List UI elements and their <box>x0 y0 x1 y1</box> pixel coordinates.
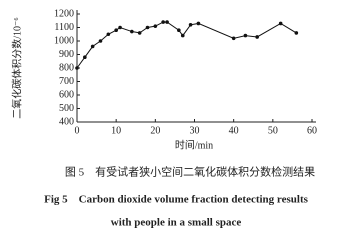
x-tick-label: 40 <box>229 125 239 136</box>
data-point <box>118 25 122 30</box>
data-point <box>255 35 259 39</box>
y-axis-label: 二氧化碳体积分数/10⁻⁶ <box>10 17 23 119</box>
data-point <box>153 24 158 28</box>
y-tick-label: 500 <box>59 103 74 114</box>
data-point <box>114 28 118 32</box>
caption-en: Fig 5 Carbon dioxide volume fraction det… <box>44 194 308 206</box>
data-point <box>165 20 169 24</box>
x-tick-label: 10 <box>111 125 121 136</box>
data-point <box>130 29 134 34</box>
x-tick-label: 20 <box>150 125 160 136</box>
y-tick-label: 800 <box>59 62 74 73</box>
y-tick-label: 1000 <box>54 35 74 46</box>
data-point <box>188 23 193 27</box>
figure: 时间/min 二氧化碳体积分数/10⁻⁶ 图 5 有受试者狭小空间二氧化碳体积分… <box>10 8 317 229</box>
data-point <box>161 20 165 24</box>
x-tick-label: 60 <box>307 125 317 136</box>
data-point <box>231 36 236 41</box>
data-line <box>76 21 297 69</box>
x-tick-label: 0 <box>75 125 80 136</box>
x-tick-label: 30 <box>190 125 200 136</box>
data-point <box>75 66 79 70</box>
y-tick-label: 900 <box>59 49 74 60</box>
data-point <box>106 32 111 37</box>
data-point <box>243 33 248 38</box>
y-tick-label: 400 <box>59 116 74 127</box>
data-point <box>98 39 103 43</box>
y-tick-label: 1100 <box>54 22 74 33</box>
data-point <box>137 31 142 35</box>
x-axis-label: 时间/min <box>175 138 213 151</box>
y-tick-label: 700 <box>59 76 74 87</box>
caption-en: with people in a small space <box>111 217 242 229</box>
data-point <box>90 44 95 49</box>
data-point <box>196 21 201 26</box>
y-tick-label: 1200 <box>54 8 74 19</box>
data-point <box>83 55 87 59</box>
data-point <box>180 33 185 38</box>
data-point <box>177 28 181 32</box>
data-point <box>294 31 299 35</box>
caption-cn: 图 5 有受试者狭小空间二氧化碳体积分数检测结果 <box>65 165 315 179</box>
data-point <box>145 25 150 30</box>
y-tick-label: 600 <box>59 89 74 100</box>
x-tick-label: 50 <box>268 125 278 136</box>
data-point <box>278 21 283 26</box>
